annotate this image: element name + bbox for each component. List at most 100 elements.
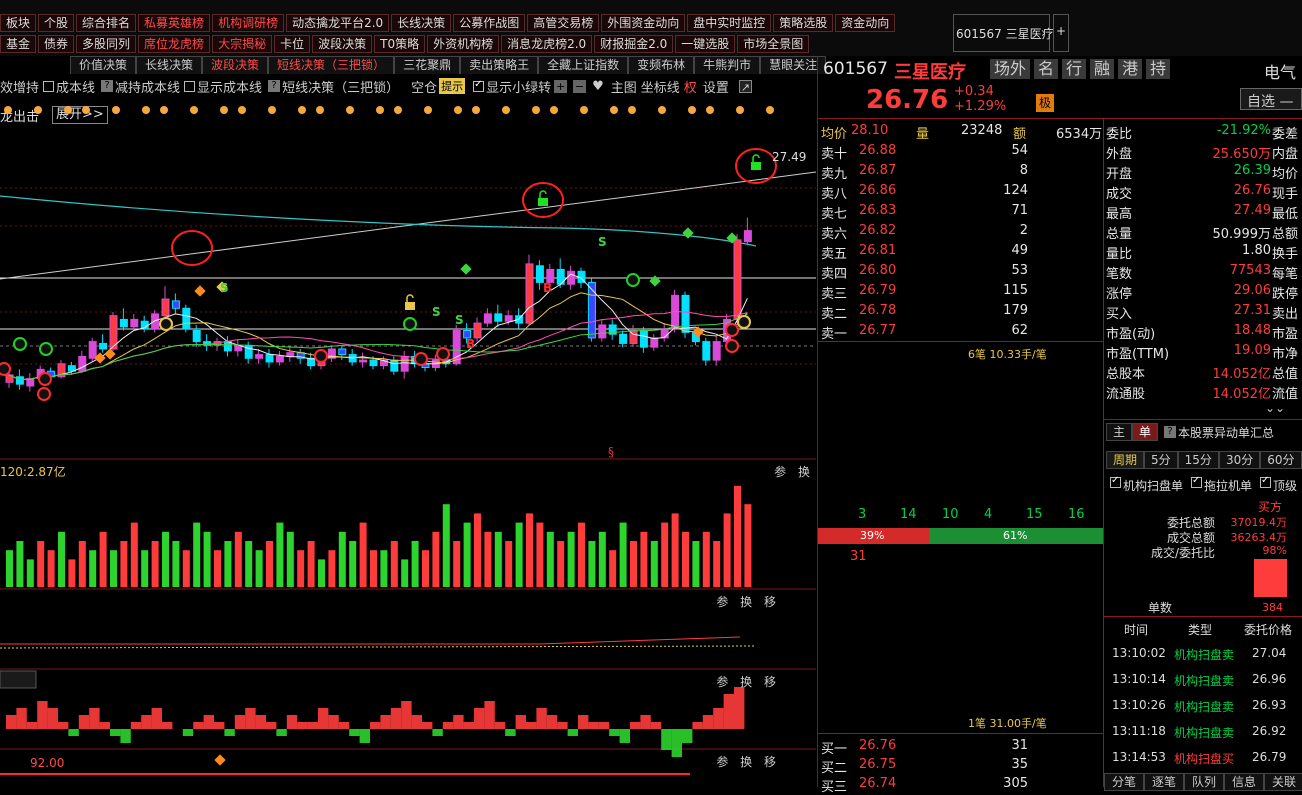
table-row[interactable]: 13:10:14 机构扫盘卖 26.96 [1106,672,1302,690]
signal-marker-icon[interactable] [725,323,739,337]
signal-marker-icon[interactable] [39,342,53,356]
toolbar-button[interactable]: 波段决策 [312,35,373,53]
coord-line-button[interactable]: 坐标线 [640,80,680,96]
panel4-tools[interactable]: 参 换 移 [716,755,776,769]
signal-marker-icon[interactable] [737,315,751,329]
signal-marker-icon[interactable] [725,339,739,353]
rights-button[interactable]: 权 [683,80,697,96]
period-tab[interactable]: 30分 [1218,451,1261,469]
signal-marker-icon[interactable] [403,317,417,331]
toolbar-button[interactable]: 消息龙虎榜2.0 [501,35,593,53]
signal-marker-icon[interactable] [436,347,450,361]
ask-row[interactable]: 卖八 26.86 124 [821,181,1103,202]
popout-icon[interactable]: ↗ [738,79,752,94]
strategy-tab[interactable]: 慧眼关注 [760,56,827,74]
period-tab[interactable]: 周期 [1106,451,1145,469]
bid-row[interactable]: 买三 26.74 305 [821,774,1103,795]
period-tab[interactable]: 15分 [1177,451,1219,469]
ask-row[interactable]: 卖十 26.88 54 [821,141,1103,162]
signal-marker-icon[interactable] [414,352,428,366]
volume-panel-tools[interactable]: 参 换 [774,465,810,479]
table-row[interactable]: 13:10:02 机构扫盘卖 27.04 [1106,646,1302,664]
plus-icon[interactable]: + [554,79,568,93]
toolbar-button[interactable]: 基金 [0,35,37,53]
strategy-tab[interactable]: 长线决策 [136,56,203,74]
stock-tab[interactable]: 601567 三星医疗 [953,14,1054,52]
signal-marker-icon[interactable] [13,337,27,351]
toolbar-button[interactable]: 资金动向 [835,14,896,32]
signal-marker-icon[interactable] [159,317,173,331]
stock-tag[interactable]: 持 [1146,59,1171,79]
toolbar-button[interactable]: 公募作战图 [453,14,526,32]
signal-marker-icon[interactable] [626,273,640,287]
table-row[interactable]: 13:14:53 机构扫盘买 26.79 [1106,750,1302,768]
help-icon[interactable]: ? [268,80,281,92]
minus-icon[interactable]: − [573,79,587,93]
toolbar-button[interactable]: 财报掘金2.0 [594,35,674,53]
bid-row[interactable]: 买一 26.76 31 [821,736,1103,757]
ask-row[interactable]: 卖九 26.87 8 [821,161,1103,182]
heart-icon[interactable]: ♥ [592,78,604,94]
chevron-down-icon[interactable]: ⌄⌄ [1265,401,1286,415]
toolbar-button[interactable]: 板块 [0,14,37,32]
strategy-tab[interactable]: 波段决策 [202,56,269,74]
add-watchlist-button[interactable]: 自选 — [1240,88,1302,110]
ask-row[interactable]: 卖四 26.80 53 [821,261,1103,282]
settings-button[interactable]: 设置 [702,80,729,96]
ask-row[interactable]: 卖二 26.78 179 [821,301,1103,322]
strategy-tab[interactable]: 三花聚鼎 [394,56,461,74]
show-cost-checkbox[interactable] [184,80,196,92]
help-icon[interactable]: ? [1164,426,1177,438]
toolbar-button[interactable]: 机构调研榜 [212,14,285,32]
toolbar-button[interactable]: 盘中实时监控 [687,14,772,32]
tab-orders[interactable]: 单 [1132,423,1159,441]
bottom-tab[interactable]: 队列 [1184,773,1224,791]
bottom-tab[interactable]: 关联 [1264,773,1302,791]
ask-row[interactable]: 卖六 26.82 2 [821,221,1103,242]
signal-marker-icon[interactable] [38,372,52,386]
ask-row[interactable]: 卖五 26.81 49 [821,241,1103,262]
signal-marker-icon[interactable] [314,349,328,363]
strategy-tab[interactable]: 变频布林 [628,56,695,74]
toolbar-button[interactable]: 债券 [38,35,75,53]
cost-line-checkbox[interactable] [43,80,55,92]
stock-tag[interactable]: 名 [1034,59,1059,79]
toolbar-button[interactable]: 多股同列 [76,35,137,53]
main-chart-button[interactable]: 主图 [610,80,637,96]
panel2-tools[interactable]: 参 换 移 [716,595,776,609]
strategy-tab[interactable]: 卖出策略王 [460,56,539,74]
toolbar-button[interactable]: 一键选股 [675,35,736,53]
period-tab[interactable]: 60分 [1260,451,1302,469]
stock-tag[interactable]: 场外 [990,59,1031,79]
table-row[interactable]: 13:11:18 机构扫盘卖 26.92 [1106,724,1302,742]
strategy-tab[interactable]: 牛熊判市 [694,56,761,74]
toolbar-button[interactable]: 外围资金动向 [601,14,686,32]
toolbar-button[interactable]: T0策略 [374,35,426,53]
toolbar-button[interactable]: 大宗揭秘 [212,35,273,53]
stock-tag[interactable]: 港 [1118,59,1143,79]
toolbar-button[interactable]: 策略选股 [773,14,834,32]
filter-checkbox[interactable] [1260,475,1272,488]
toolbar-button[interactable]: 综合排名 [76,14,137,32]
toolbar-button[interactable]: 长线决策 [391,14,452,32]
bottom-tab[interactable]: 信息 [1224,773,1264,791]
period-tab[interactable]: 5分 [1144,451,1178,469]
toolbar-button[interactable]: 高管交易榜 [527,14,600,32]
toolbar-button[interactable]: 私募英雄榜 [138,14,211,32]
kline-chart-area[interactable]: S S S S B B § 120:2.87亿 27.49 参 换 参 换 移 参 换 移 … [0,96,817,787]
toolbar-button[interactable]: 个股 [38,14,75,32]
add-tab-button[interactable]: + [1053,14,1069,52]
show-green-checkbox[interactable] [473,79,485,92]
strategy-tab[interactable]: 全藏上证指数 [538,56,629,74]
toolbar-button[interactable]: 席位龙虎榜 [138,35,211,53]
strategy-tab[interactable]: 短线决策（三把锁） [268,56,395,74]
tip-badge[interactable]: 提示 [439,78,466,94]
signal-marker-icon[interactable] [0,362,11,376]
indicator-dropdown[interactable] [0,670,37,689]
stock-tag[interactable]: 行 [1062,59,1087,79]
help-icon[interactable]: ? [101,80,114,92]
bottom-tab[interactable]: 分笔 [1104,773,1144,791]
ask-row[interactable]: 卖三 26.79 115 [821,281,1103,302]
ask-row[interactable]: 卖一 26.77 62 [821,321,1103,342]
ask-row[interactable]: 卖七 26.83 71 [821,201,1103,222]
